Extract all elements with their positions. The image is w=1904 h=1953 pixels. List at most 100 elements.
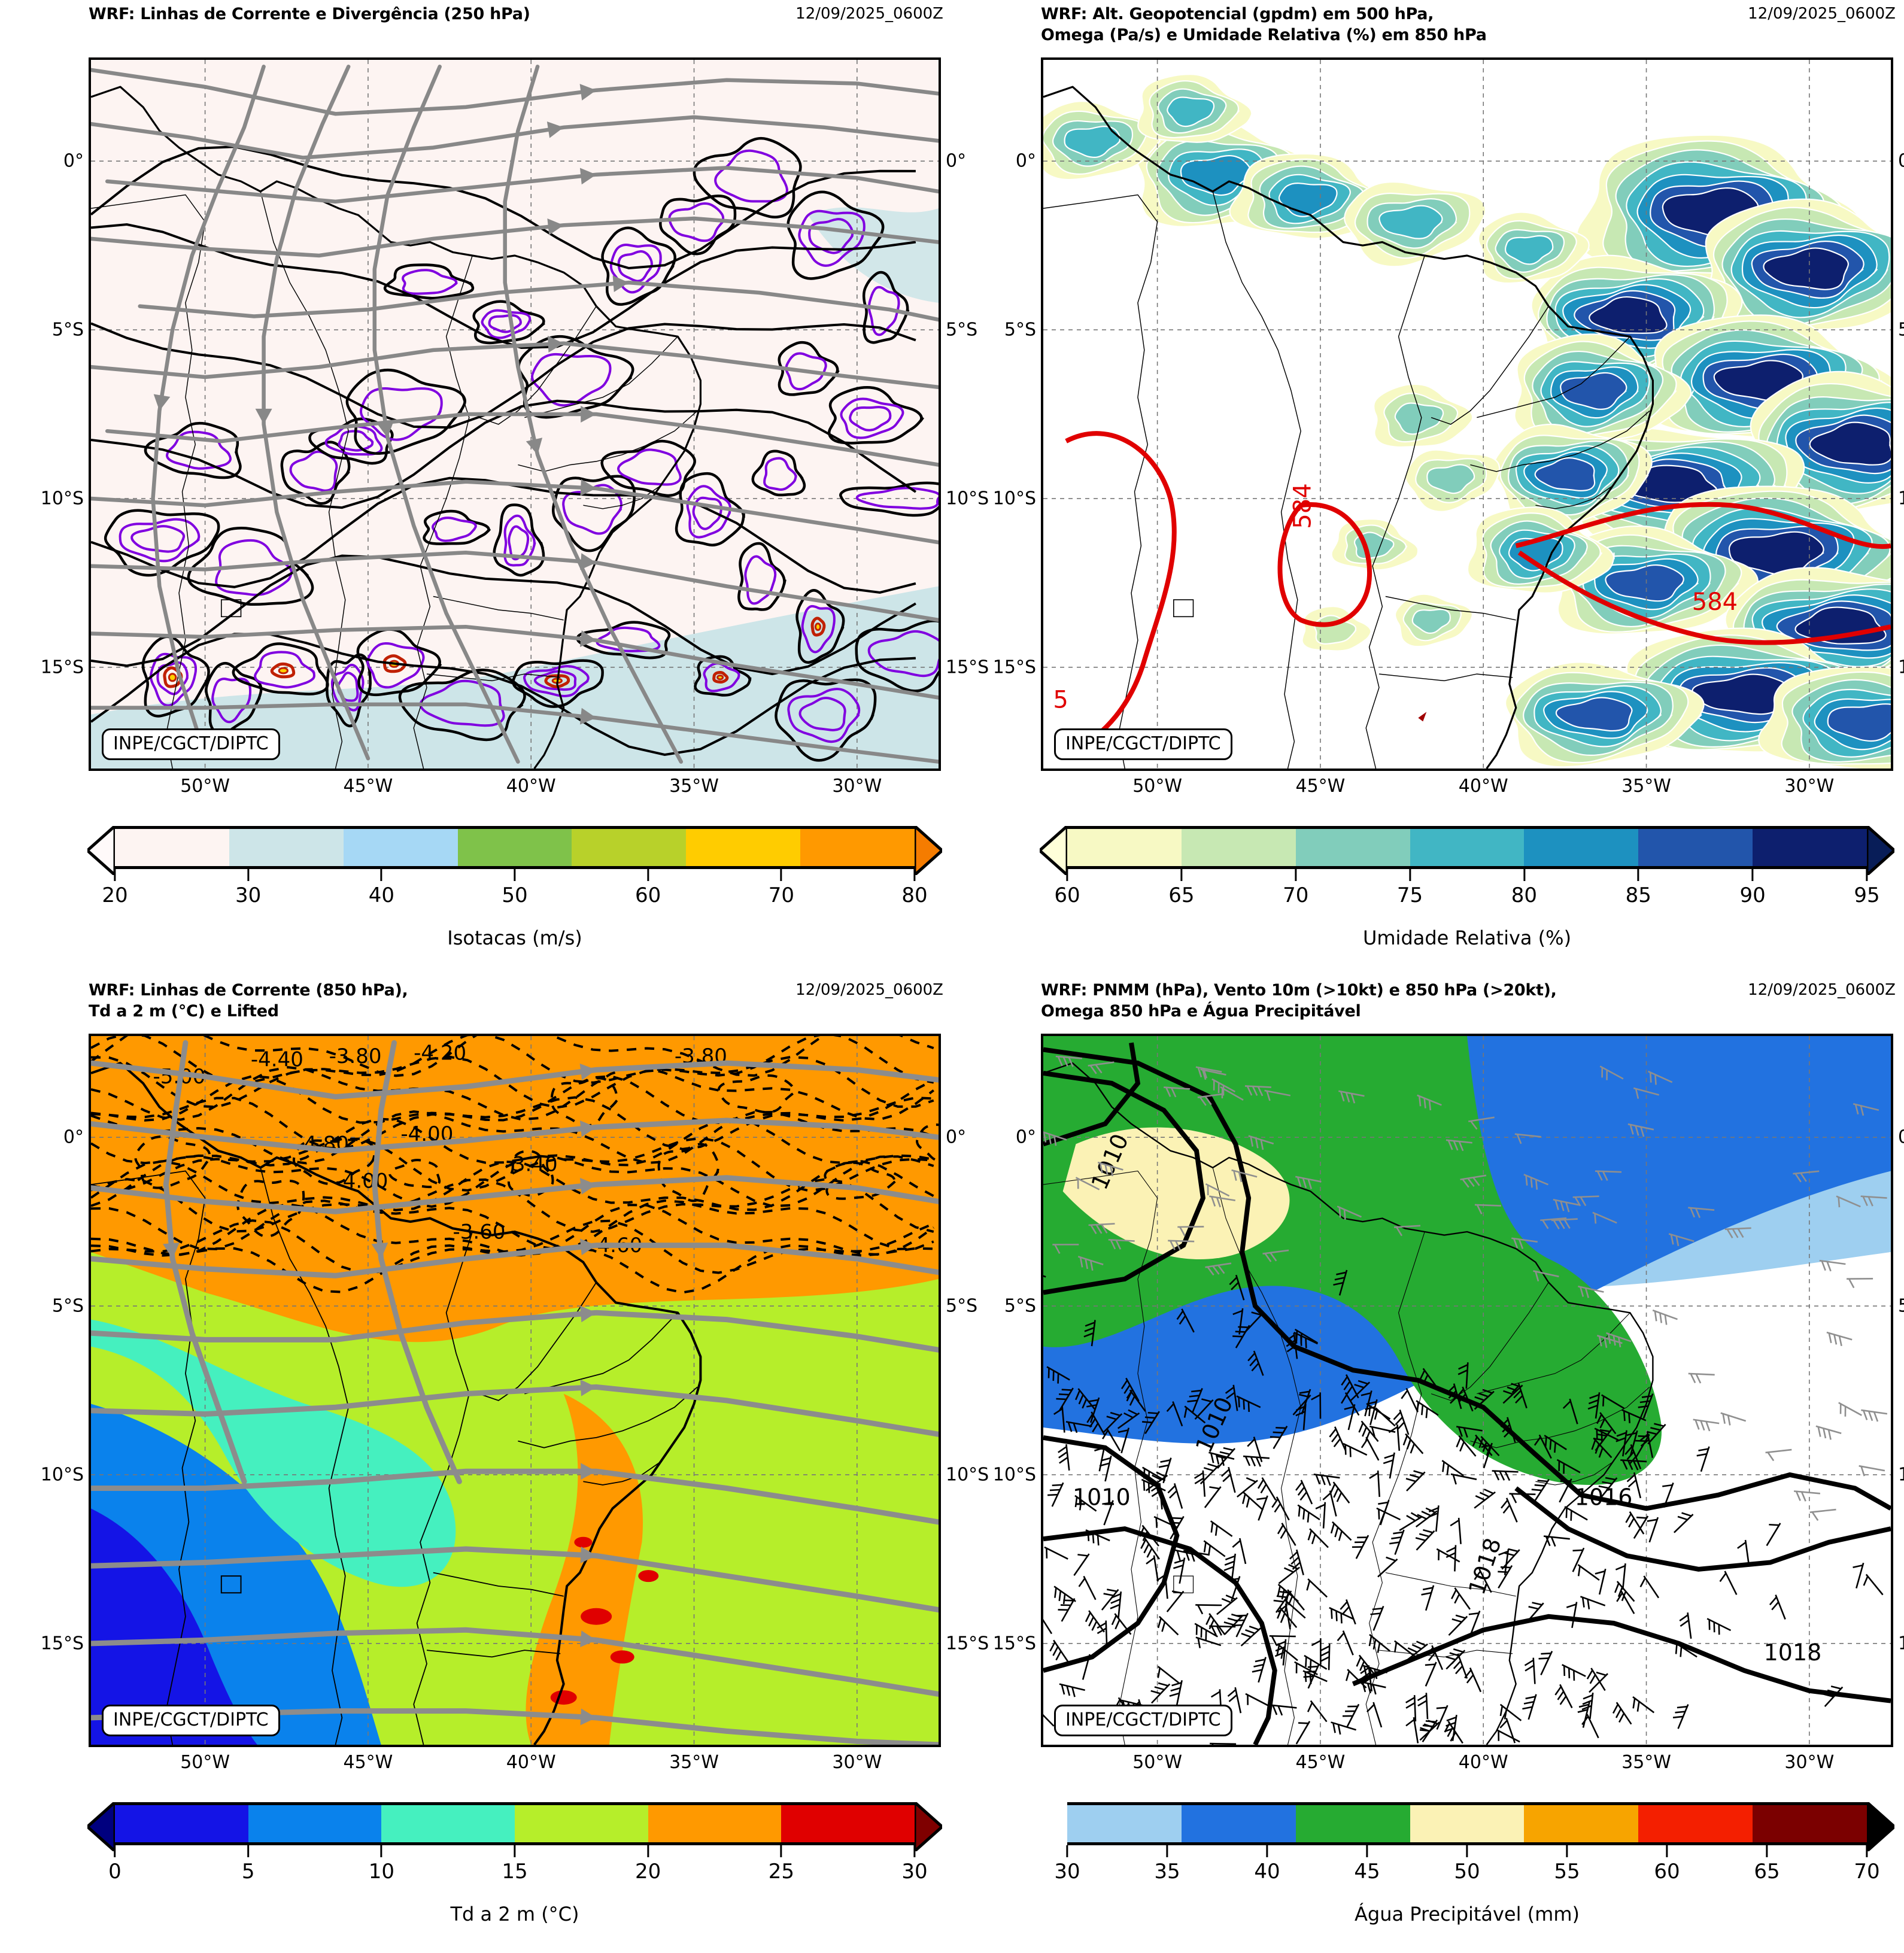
colorbar-tick: 40 [1254, 1845, 1280, 1884]
colorbar-tick: 90 [1740, 869, 1766, 907]
colorbar-segment [686, 829, 801, 866]
tick-mark [1066, 869, 1068, 881]
colorbar-extend-low [87, 826, 115, 875]
lat-tick-left: 0° [63, 150, 84, 172]
lon-tick: 35°W [1621, 1752, 1671, 1773]
colorbar-tick: 60 [635, 869, 661, 907]
tick-mark [780, 869, 782, 881]
lat-tick-right: 15°S [946, 657, 989, 678]
colorbar-segment [800, 829, 915, 866]
tick-label: 30 [1054, 1860, 1080, 1884]
map-canvas-4[interactable]: 1010 1010 1010 1016 1018 1018 INPE/CGCT/DIPTC [1041, 1034, 1893, 1747]
institution-watermark: INPE/CGCT/DIPTC [102, 1705, 280, 1736]
lifted-index-label: -4.20 [414, 1041, 466, 1065]
colorbar-label: Isotacas (m/s) [447, 927, 582, 949]
colorbar-tick: 65 [1754, 1845, 1780, 1884]
lon-tick: 45°W [343, 1752, 393, 1773]
isobar-label: 1018 [1764, 1639, 1822, 1666]
colorbar-tick: 70 [1854, 1845, 1880, 1884]
lat-tick-left: 10°S [992, 1464, 1036, 1486]
colorbar-tick: 35 [1154, 1845, 1180, 1884]
colorbar-tick: 50 [1454, 1845, 1480, 1884]
colorbar-segment [229, 829, 344, 866]
tick-mark [1409, 869, 1411, 881]
colorbar-segment [343, 829, 458, 866]
colorbar-extend-high [915, 1802, 942, 1851]
colorbar-tick: 40 [369, 869, 394, 907]
colorbar-ticks: 30 35 40 45 50 55 60 65 70 [1054, 1845, 1880, 1893]
map-canvas-2[interactable]: 584 584 5 INPE/CGCT/DIPTC [1041, 57, 1893, 771]
tick-label: 75 [1396, 883, 1423, 907]
lat-tick-right: 5°S [1898, 319, 1904, 341]
panel-title-row: WRF: PNMM (hPa), Vento 10m (>10kt) e 850… [1041, 980, 1896, 1031]
tick-label: 0 [108, 1860, 122, 1884]
colorbar-tick: 50 [502, 869, 528, 907]
isobar-label: 1016 [1575, 1484, 1633, 1511]
lat-tick-right: 15°S [1898, 1633, 1904, 1654]
tick-label: 40 [368, 883, 394, 907]
map-canvas-1[interactable]: INPE/CGCT/DIPTC [89, 57, 941, 771]
geopotential-label: 584 [1289, 483, 1317, 529]
colorbar: 0 5 10 15 20 25 30 Td a 2 m (°C) [87, 1802, 942, 1925]
forecast-panel-1: WRF: Linhas de Corrente e Divergência (2… [0, 0, 989, 976]
tick-mark [514, 869, 516, 881]
colorbar-gradient [1040, 826, 1894, 875]
tick-mark [647, 1845, 649, 1857]
tick-mark [1866, 1845, 1868, 1857]
tick-mark [1666, 1845, 1668, 1857]
panel-title-row: WRF: Linhas de Corrente (850 hPa), Td a … [89, 980, 943, 1031]
tick-label: 65 [1754, 1860, 1780, 1884]
lat-tick-right: 10°S [946, 488, 989, 509]
lon-tick: 40°W [506, 1752, 556, 1773]
colorbar-extend-low [87, 1802, 115, 1851]
tick-label: 60 [1054, 883, 1080, 907]
lat-tick-right: 10°S [1898, 1464, 1904, 1486]
lat-tick-left: 10°S [40, 1464, 84, 1486]
lat-tick-right: 0° [946, 150, 967, 172]
tick-mark [1180, 869, 1183, 881]
colorbar-segment [1638, 1805, 1753, 1842]
tick-label: 60 [1654, 1860, 1680, 1884]
tick-mark [780, 1845, 782, 1857]
tick-mark [1166, 1845, 1168, 1857]
tick-label: 50 [1454, 1860, 1480, 1884]
tick-label: 25 [768, 1860, 794, 1884]
colorbar-segment [1181, 829, 1296, 866]
tick-mark [380, 869, 382, 881]
tick-mark [1766, 1845, 1768, 1857]
colorbar-tick: 80 [1511, 869, 1537, 907]
tick-mark [247, 869, 250, 881]
panel-timestamp: 12/09/2025_0600Z [795, 5, 943, 23]
tick-mark [1066, 1845, 1068, 1857]
panel-timestamp: 12/09/2025_0600Z [1748, 981, 1896, 999]
lat-tick-left: 5°S [1004, 319, 1036, 341]
colorbar-extend-high [1867, 1802, 1894, 1851]
colorbar-segment [115, 1805, 248, 1842]
lifted-index-label: -4.00 [335, 1170, 388, 1193]
colorbar-label: Td a 2 m (°C) [450, 1903, 579, 1925]
colorbar-tick: 30 [1054, 1845, 1080, 1884]
lon-tick: 40°W [1458, 1752, 1508, 1773]
tick-mark [1637, 869, 1639, 881]
lifted-index-label: -4.40 [251, 1048, 303, 1072]
panel-timestamp: 12/09/2025_0600Z [1748, 5, 1896, 23]
tick-label: 95 [1854, 883, 1880, 907]
colorbar: 20 30 40 50 60 70 80 Isotacas (m/s) [87, 826, 942, 949]
colorbar-gradient [1067, 1802, 1894, 1851]
colorbar-segment [1067, 829, 1182, 866]
colorbar-segment [115, 829, 229, 866]
institution-watermark: INPE/CGCT/DIPTC [1054, 1705, 1232, 1736]
tick-mark [1523, 869, 1525, 881]
lon-tick: 30°W [832, 776, 882, 797]
panel-title-row: WRF: Alt. Geopotencial (gpdm) em 500 hPa… [1041, 4, 1896, 55]
colorbar-segment [248, 1805, 382, 1842]
lifted-index-label: -3.80 [329, 1044, 382, 1068]
tick-label: 55 [1554, 1860, 1580, 1884]
colorbar-ticks: 0 5 10 15 20 25 30 [108, 1845, 928, 1893]
colorbar-ticks: 20 30 40 50 60 70 80 [102, 869, 928, 917]
map-canvas-3[interactable]: -5.00 -4.40 -3.80 -4.20 -3.80 -4.00 -4.80 -4.00… [89, 1034, 941, 1747]
colorbar-segment [457, 829, 572, 866]
colorbar-extend-low [1040, 826, 1067, 875]
institution-watermark: INPE/CGCT/DIPTC [102, 728, 280, 760]
